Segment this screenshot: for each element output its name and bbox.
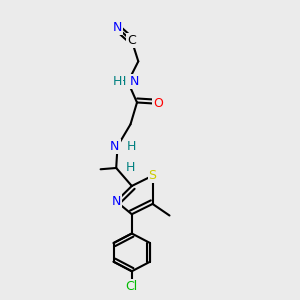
Text: H N: H N bbox=[116, 75, 139, 88]
Text: H: H bbox=[113, 75, 122, 88]
Text: H: H bbox=[127, 140, 136, 153]
Text: O: O bbox=[153, 97, 163, 110]
Text: N: N bbox=[110, 140, 120, 153]
Text: N: N bbox=[130, 75, 139, 88]
Text: N: N bbox=[113, 22, 122, 34]
Text: Cl: Cl bbox=[126, 280, 138, 292]
Text: S: S bbox=[148, 169, 157, 182]
Text: N: N bbox=[112, 195, 121, 208]
Text: C: C bbox=[128, 34, 136, 47]
Text: H: H bbox=[126, 161, 135, 175]
